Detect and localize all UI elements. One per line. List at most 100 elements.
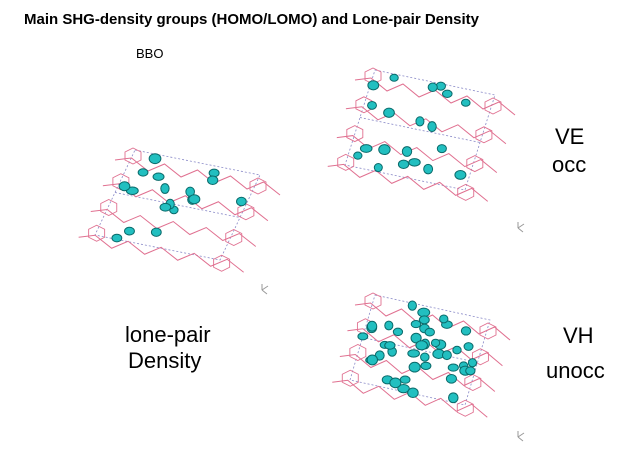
density-blob: [188, 194, 201, 205]
density-blob: [420, 361, 432, 370]
ring: [88, 224, 106, 242]
density-blob: [367, 80, 380, 91]
molecule: [336, 135, 498, 173]
density-blob: [427, 82, 438, 93]
density-blob: [150, 227, 162, 237]
figure-title: Main SHG-density groups (HOMO/LOMO) and …: [24, 11, 480, 28]
molecule: [354, 302, 511, 341]
ring: [349, 344, 367, 362]
ring: [457, 183, 475, 201]
molecule: [327, 163, 489, 202]
density-blob: [427, 121, 437, 133]
density-blob: [407, 300, 417, 311]
unit-cell: [114, 192, 241, 218]
density-blob: [467, 358, 478, 368]
panel-label: lone-pair: [125, 322, 211, 347]
density-blob: [454, 169, 467, 180]
ring: [346, 125, 364, 143]
density-blob: [152, 172, 165, 181]
density-blob: [410, 320, 422, 329]
density-blob: [399, 375, 411, 384]
density-blob: [366, 320, 378, 332]
panel-label: Density: [128, 348, 201, 373]
ring: [337, 153, 355, 171]
density-blob: [111, 233, 123, 243]
density-blob: [353, 151, 363, 160]
density-blob: [359, 144, 373, 153]
density-blob: [441, 89, 453, 98]
molecule: [114, 157, 281, 196]
density-blob: [420, 352, 430, 362]
density-blob: [407, 349, 420, 358]
axis-glyph: [261, 284, 269, 295]
density-blob: [465, 366, 476, 376]
density-blob: [447, 363, 459, 372]
density-blob: [424, 327, 435, 337]
density-blob: [397, 159, 410, 169]
density-blob: [439, 314, 449, 324]
density-blob: [208, 168, 220, 178]
panel-label: VH: [563, 323, 594, 348]
ring: [475, 126, 493, 144]
density-blob: [160, 183, 170, 194]
molecule: [90, 208, 257, 247]
density-blob: [389, 377, 402, 389]
density-blob: [384, 341, 396, 350]
density-blob: [373, 162, 383, 173]
unit-cell: [359, 117, 481, 143]
axis-glyph: [517, 222, 525, 233]
density-blob: [236, 196, 247, 207]
unit-cell: [349, 294, 491, 406]
ring: [484, 97, 502, 115]
crystal-structures: [78, 67, 525, 442]
density-blob: [159, 202, 172, 212]
density-blob: [207, 175, 219, 185]
molecule: [345, 106, 507, 145]
ring: [237, 203, 255, 221]
density-blob: [452, 345, 462, 355]
material-label: BBO: [136, 46, 163, 61]
density-blob: [441, 350, 452, 361]
density-blob: [367, 100, 377, 110]
density-blob: [415, 340, 428, 351]
molecule: [78, 234, 244, 273]
ring: [100, 199, 118, 217]
panel-label: VE: [555, 124, 584, 149]
density-blob: [378, 144, 391, 156]
density-blob: [463, 342, 474, 351]
density-blob: [408, 361, 421, 373]
ring: [456, 399, 474, 417]
density-blob: [124, 226, 135, 236]
density-blob: [137, 168, 149, 177]
density-blob: [366, 354, 378, 366]
density-blob: [460, 326, 472, 336]
density-blob: [430, 338, 441, 348]
density-blob: [118, 181, 131, 192]
panel-label: occ: [552, 152, 586, 177]
density-blob: [401, 146, 413, 157]
ring: [479, 322, 497, 340]
ring: [124, 147, 142, 165]
density-blob: [392, 327, 404, 337]
ring: [341, 369, 359, 387]
density-blob: [423, 163, 434, 175]
density-blob: [389, 73, 399, 82]
density-blob: [397, 384, 410, 394]
density-blob: [415, 116, 425, 127]
density-blob: [448, 392, 459, 404]
density-blob: [383, 107, 395, 118]
density-blob: [460, 98, 471, 107]
density-blob: [148, 153, 162, 165]
ring: [364, 67, 382, 85]
unit-cell: [94, 149, 261, 261]
ring: [213, 254, 231, 272]
density-blob: [445, 374, 457, 384]
ring: [364, 292, 382, 310]
unit-cell: [344, 69, 496, 191]
ring: [466, 155, 484, 173]
density-blob: [418, 315, 430, 325]
density-blob: [357, 332, 369, 341]
axis-glyph: [517, 431, 525, 442]
